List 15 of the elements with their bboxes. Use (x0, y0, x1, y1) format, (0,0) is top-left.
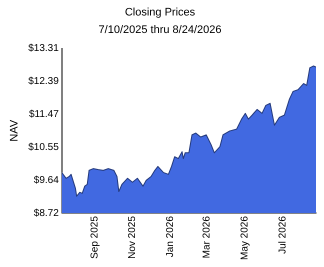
x-tick-label: Sep 2025 (89, 216, 100, 259)
y-tick-label: $13.31 (28, 43, 60, 54)
x-tick-label: Nov 2025 (127, 216, 138, 259)
x-tick-label: Mar 2026 (202, 216, 213, 258)
x-tick-label: May 2026 (239, 216, 250, 260)
y-tick-label: $11.47 (28, 109, 60, 120)
chart-title: Closing Prices (124, 6, 196, 19)
y-tick-label: $12.39 (28, 76, 60, 88)
x-tick-label: Jul 2026 (277, 216, 288, 254)
chart-subtitle: 7/10/2025 thru 8/24/2026 (98, 24, 222, 36)
y-tick-label: $9.64 (34, 174, 60, 186)
y-tick-label: $8.72 (34, 208, 60, 219)
x-tick-label: Jan 2026 (165, 216, 176, 258)
y-axis-title: NAV (8, 119, 21, 142)
y-tick-label: $10.55 (28, 142, 60, 154)
